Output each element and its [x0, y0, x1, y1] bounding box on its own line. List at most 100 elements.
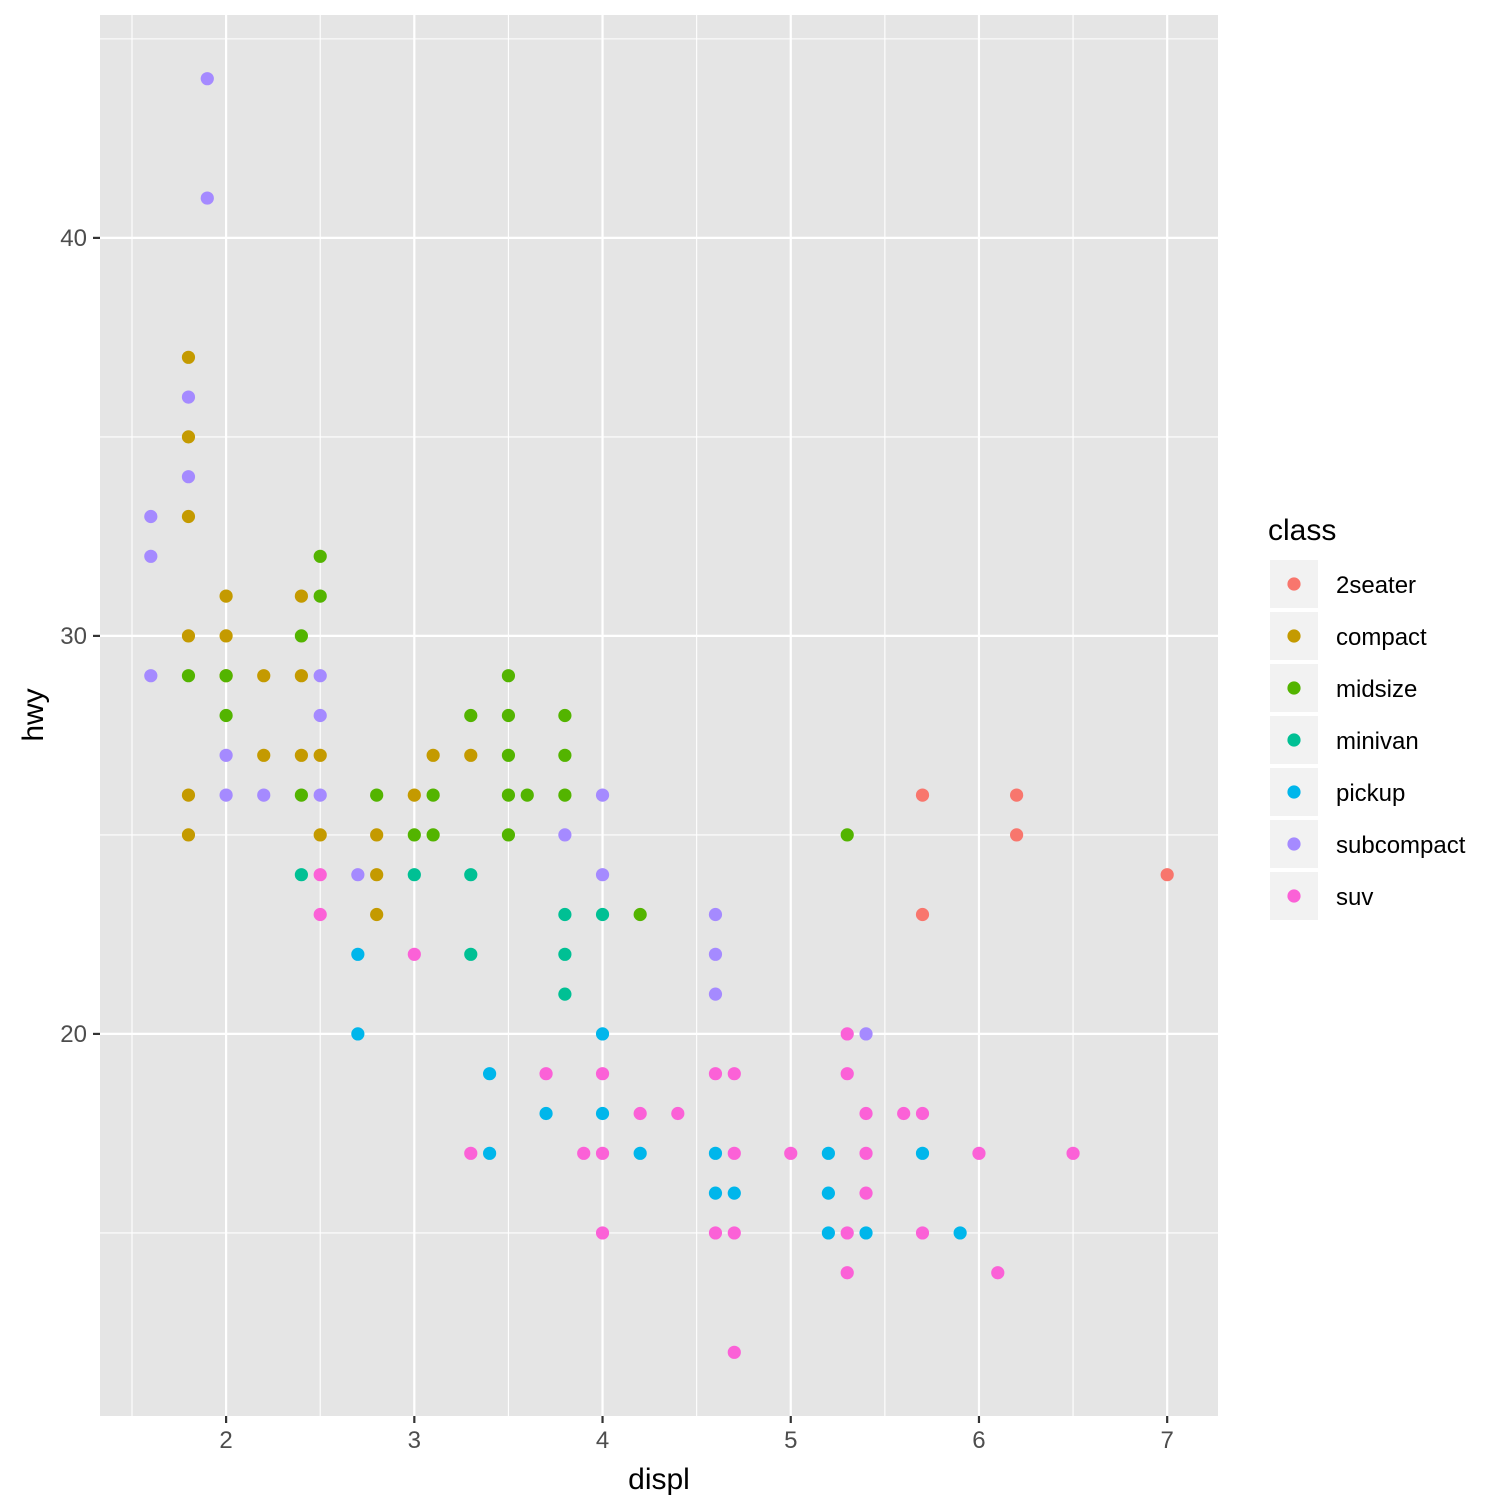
- data-point: [181, 430, 196, 444]
- data-point: [595, 1226, 610, 1240]
- data-point: [464, 748, 478, 762]
- data-point: [859, 1106, 873, 1121]
- data-point: [426, 748, 440, 762]
- data-point: [370, 907, 384, 922]
- data-point: [144, 509, 158, 524]
- data-point: [313, 868, 327, 882]
- data-point: [727, 1226, 741, 1240]
- data-point: [144, 549, 158, 563]
- data-point: [727, 1146, 741, 1160]
- data-point: [313, 907, 327, 922]
- data-point: [915, 907, 930, 922]
- data-point: [144, 669, 158, 683]
- data-point: [464, 708, 478, 723]
- data-point: [859, 1146, 873, 1160]
- grid-minor: [100, 15, 1218, 1416]
- legend-swatch: [1287, 837, 1301, 851]
- data-point: [708, 907, 723, 922]
- legend-items: 2seater compact midsize minivan pickup subcom…: [1270, 560, 1466, 920]
- series-pickup: [351, 947, 967, 1240]
- data-point: [501, 669, 516, 683]
- legend-label: suv: [1336, 884, 1373, 911]
- data-point: [464, 1146, 478, 1160]
- data-point: [200, 72, 214, 86]
- legend-item-2seater: 2seater: [1270, 560, 1416, 608]
- data-point: [708, 1226, 723, 1240]
- legend-label: 2seater: [1336, 572, 1416, 599]
- axis-ticks: [93, 236, 1169, 1423]
- legend-label: midsize: [1336, 676, 1417, 703]
- data-point: [313, 748, 327, 762]
- data-point: [200, 191, 214, 205]
- data-point: [219, 748, 233, 762]
- plot-panel: [100, 15, 1218, 1416]
- data-point: [483, 1067, 497, 1081]
- data-point: [351, 1027, 365, 1041]
- legend-item-subcompact: subcompact: [1270, 820, 1466, 868]
- data-point: [595, 1027, 610, 1041]
- data-point: [219, 629, 233, 643]
- data-point: [370, 828, 384, 842]
- data-point: [181, 350, 196, 364]
- legend-swatch: [1287, 785, 1301, 799]
- data-point: [313, 669, 327, 683]
- data-point: [501, 748, 516, 762]
- data-point: [313, 828, 327, 842]
- data-point: [294, 669, 308, 683]
- data-point: [483, 1146, 497, 1160]
- legend-swatch: [1287, 681, 1301, 695]
- data-point: [294, 629, 308, 643]
- data-point: [784, 1146, 798, 1160]
- data-point: [219, 708, 233, 723]
- data-point: [840, 1067, 854, 1081]
- x-tick-labels: 2 3 4 5 6 7: [219, 1427, 1173, 1454]
- x-tick-label: 2: [219, 1427, 232, 1454]
- legend-label: pickup: [1336, 780, 1405, 807]
- data-point: [257, 748, 271, 762]
- x-tick-label: 4: [596, 1427, 609, 1454]
- data-point: [539, 1106, 553, 1121]
- data-point: [558, 748, 572, 762]
- data-point: [313, 549, 327, 563]
- series-2seater: [915, 788, 1174, 922]
- data-point: [840, 1027, 854, 1041]
- legend-item-suv: suv: [1270, 872, 1373, 920]
- data-point: [313, 708, 327, 723]
- data-point: [821, 1186, 835, 1200]
- data-point: [821, 1226, 835, 1240]
- y-tick-label: 40: [60, 225, 87, 252]
- data-point: [351, 947, 365, 961]
- data-point: [595, 1067, 610, 1081]
- data-point: [595, 868, 610, 882]
- data-point: [953, 1226, 967, 1240]
- x-tick-label: 5: [784, 1427, 797, 1454]
- data-point: [181, 629, 196, 643]
- data-point: [708, 1186, 723, 1200]
- y-tick-labels: 20 30 40: [60, 225, 87, 1048]
- data-point: [370, 788, 384, 802]
- data-point: [915, 1226, 930, 1240]
- x-tick-label: 7: [1161, 1427, 1174, 1454]
- data-point: [840, 1226, 854, 1240]
- data-point: [595, 1106, 610, 1121]
- data-point: [426, 828, 440, 842]
- data-point: [181, 828, 196, 842]
- x-tick-label: 3: [408, 1427, 421, 1454]
- data-point: [915, 1106, 930, 1121]
- series-subcompact: [144, 72, 873, 1041]
- legend-label: compact: [1336, 624, 1427, 651]
- data-point: [370, 868, 384, 882]
- data-point: [671, 1106, 685, 1121]
- data-point: [181, 470, 196, 484]
- data-point: [181, 509, 196, 524]
- data-point: [313, 589, 327, 603]
- data-point: [577, 1146, 591, 1160]
- y-axis-title: hwy: [17, 688, 50, 741]
- data-point: [520, 788, 534, 802]
- data-point: [915, 1146, 930, 1160]
- data-point: [219, 788, 233, 802]
- data-point: [257, 788, 271, 802]
- data-point: [407, 828, 421, 842]
- data-point: [558, 947, 572, 961]
